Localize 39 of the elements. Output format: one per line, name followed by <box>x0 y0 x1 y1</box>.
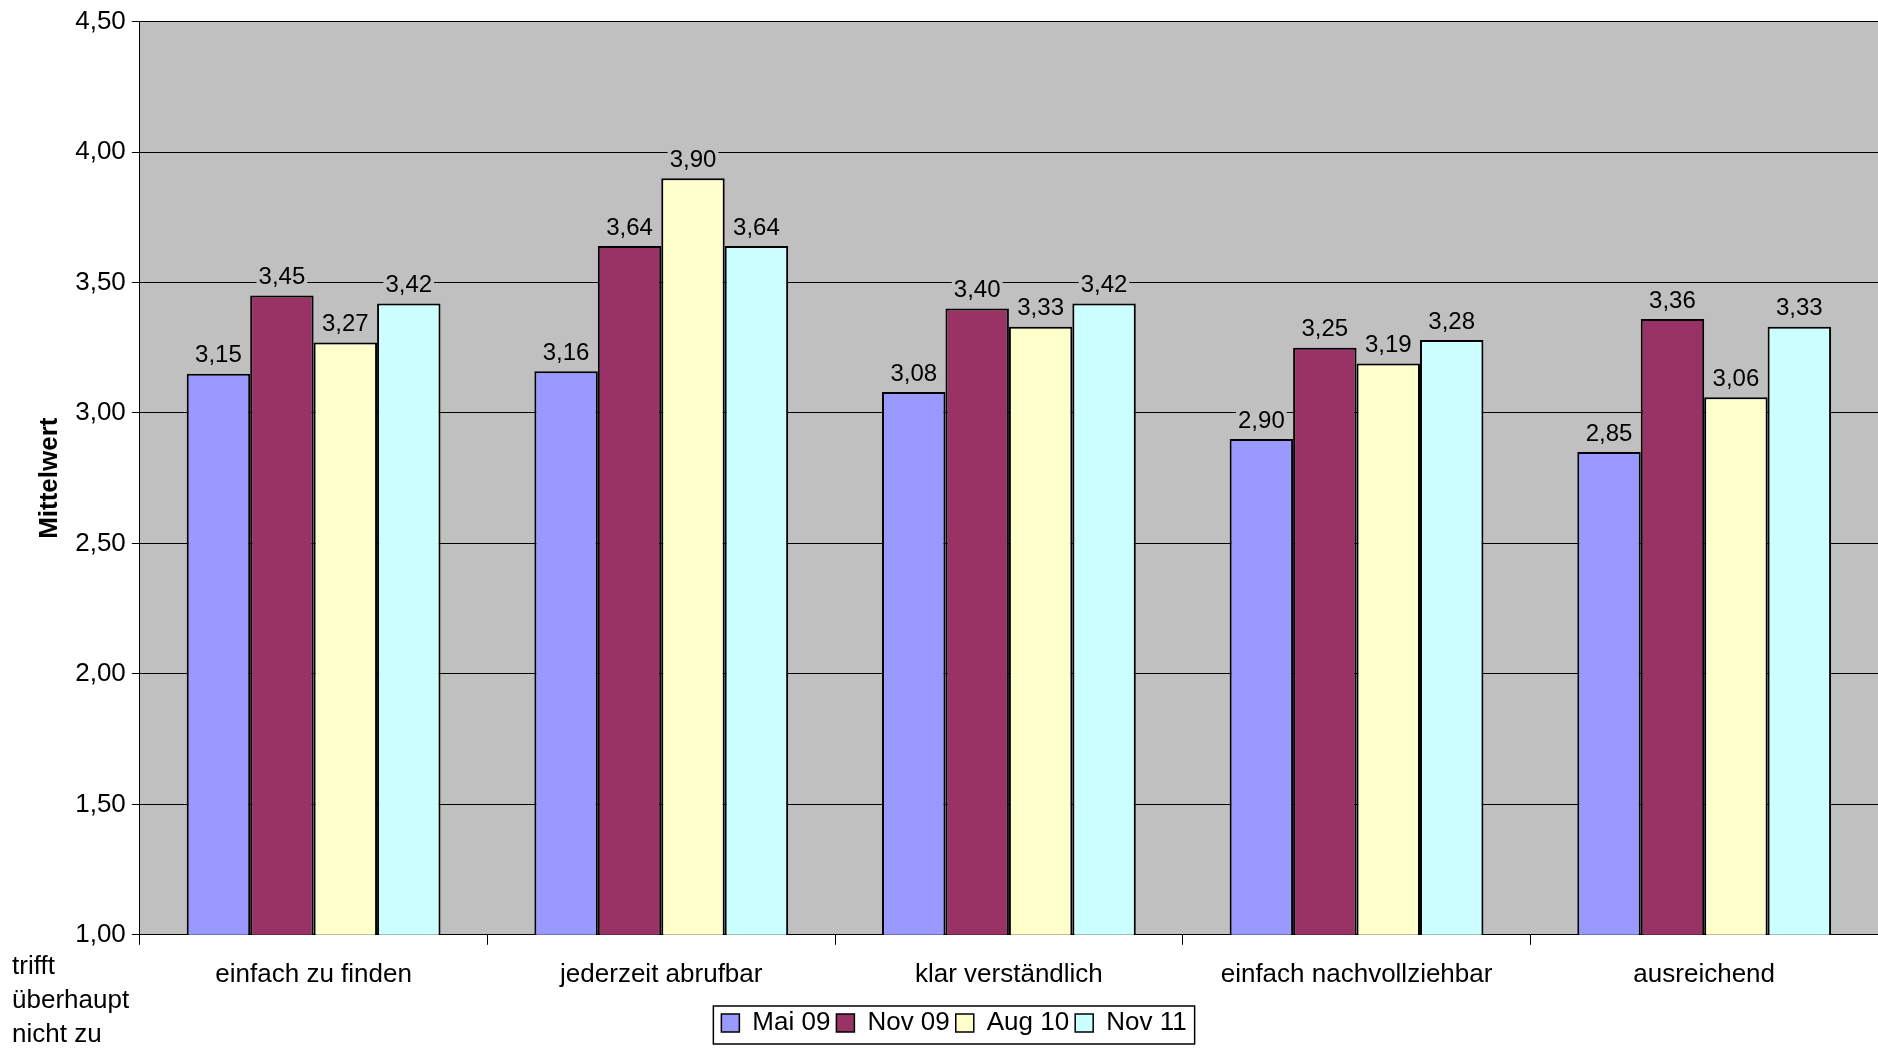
data-label: 3,27 <box>321 309 369 337</box>
data-label: 3,36 <box>1649 285 1696 313</box>
data-label: 3,33 <box>1017 293 1064 321</box>
y-axis-title: Mittelwert <box>32 417 63 539</box>
x-tick-label: einfach nachvollziehbar <box>1220 957 1493 988</box>
y-tick-label: 4,50 <box>75 4 126 35</box>
data-label: 3,16 <box>542 337 590 365</box>
data-label: 3,40 <box>953 275 1001 303</box>
legend-label: Mai 09 <box>752 1006 831 1037</box>
legend-label: Nov 09 <box>867 1006 950 1037</box>
data-label: 3,15 <box>195 340 242 368</box>
x-tick-label: klar verständlich <box>914 957 1103 988</box>
data-label: 3,19 <box>1364 330 1412 358</box>
data-label: 3,42 <box>1080 270 1128 298</box>
data-label: 3,42 <box>385 270 433 298</box>
y-tick-label: 2,50 <box>75 526 126 557</box>
legend-label: Nov 11 <box>1106 1006 1187 1037</box>
y-tick-label: 1,00 <box>75 917 126 948</box>
data-label: 3,33 <box>1775 293 1823 321</box>
data-label: 3,06 <box>1712 363 1760 391</box>
text: trifft überhaupt nicht zu <box>12 949 131 1050</box>
y-tick-label: 2,00 <box>75 657 126 688</box>
data-label: 3,45 <box>258 262 306 290</box>
data-label: 3,90 <box>669 144 717 172</box>
y-tick-label: 4,00 <box>75 135 126 166</box>
data-label: 2,85 <box>1585 418 1633 446</box>
x-tick-label: jederzeit abrufbar <box>559 957 763 988</box>
data-label: 3,25 <box>1301 314 1349 342</box>
x-tick-label: ausreichend <box>1633 957 1776 988</box>
data-label: 3,08 <box>890 358 938 386</box>
data-label: 2,90 <box>1238 405 1285 433</box>
data-label: 3,64 <box>606 212 653 240</box>
y-tick-label: 1,50 <box>75 787 126 818</box>
legend-label: Aug 10 <box>986 1006 1070 1037</box>
data-label: 3,28 <box>1428 306 1476 334</box>
y-tick-label: 3,00 <box>75 396 126 427</box>
y-tick-label: 3,50 <box>75 265 126 296</box>
x-tick-label: einfach zu finden <box>215 957 412 988</box>
data-label: 3,64 <box>733 212 780 240</box>
